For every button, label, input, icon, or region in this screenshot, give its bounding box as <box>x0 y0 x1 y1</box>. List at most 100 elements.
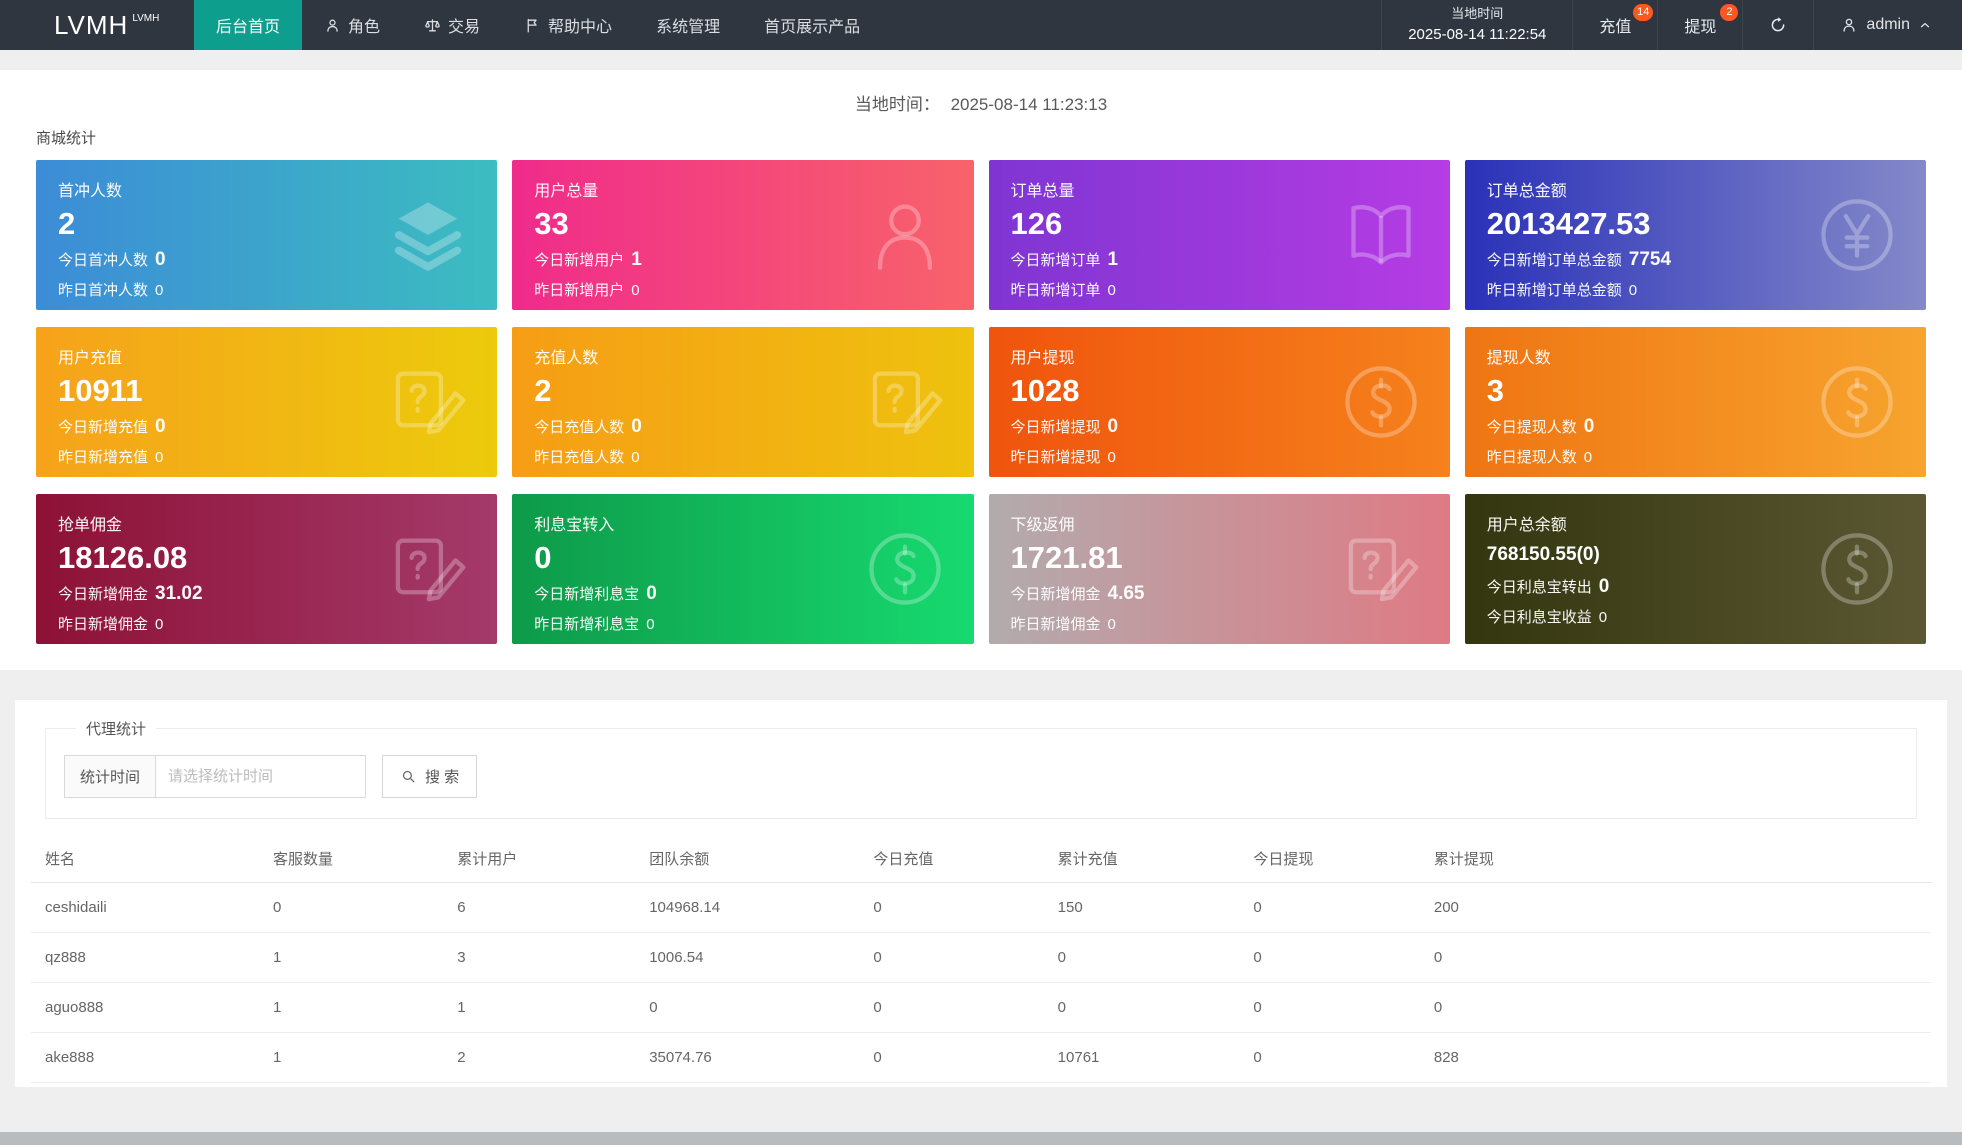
refresh-icon <box>1769 16 1787 34</box>
stat-card-withdraw-users: 提现人数 3 今日提现人数 0 昨日提现人数 0 <box>1464 327 1926 477</box>
contract-edit-icon <box>862 359 948 445</box>
stat-card-order-commission: 抢单佣金 18126.08 今日新增佣金 31.02 昨日新增佣金 0 <box>36 494 498 644</box>
table-cell: ake888 <box>31 1032 259 1083</box>
nav-item-system-admin[interactable]: 系统管理 <box>634 0 742 50</box>
table-cell: 0 <box>1239 1032 1420 1083</box>
card-line-value: 0 <box>1107 415 1119 437</box>
flag-icon <box>524 17 541 34</box>
recharge-nav-item[interactable]: 充值 14 <box>1572 0 1657 50</box>
dollar-circle-icon <box>1814 359 1900 445</box>
search-button[interactable]: 搜 索 <box>382 755 478 798</box>
column-header: 累计提现 <box>1419 835 1931 883</box>
card-line-label: 昨日首冲人数 <box>58 281 149 299</box>
filter-row: 统计时间 搜 索 <box>64 755 1898 798</box>
withdraw-label: 提现 <box>1684 19 1717 36</box>
stat-time-label: 统计时间 <box>64 755 157 798</box>
mall-stats-panel: 当地时间： 2025-08-14 11:23:13 商城统计 首冲人数 2 今日首冲… <box>0 70 1962 670</box>
stat-time-input[interactable] <box>156 755 367 798</box>
card-value: 1721.81 <box>1010 540 1123 575</box>
table-cell: 0 <box>1239 982 1420 1033</box>
stat-card-total-orders: 订单总量 126 今日新增订单 1 昨日新增订单 0 <box>988 160 1450 310</box>
nav-item-trade[interactable]: 交易 <box>402 0 502 50</box>
stat-card-sub-rebate: 下级返佣 1721.81 今日新增佣金 4.65 昨日新增佣金 0 <box>988 494 1450 644</box>
card-line: 今日新增订单 1 <box>1011 249 1428 271</box>
card-title: 利息宝转入 <box>534 517 615 534</box>
card-line-value: 0 <box>631 448 640 466</box>
card-line-label: 今日新增订单 <box>1010 251 1101 269</box>
nav-item-label: 首页展示产品 <box>764 19 861 36</box>
card-line: 昨日新增利息宝 0 <box>534 613 951 634</box>
column-header: 客服数量 <box>259 835 444 883</box>
user-menu[interactable]: admin <box>1813 0 1962 50</box>
card-line-value: 0 <box>1107 448 1116 466</box>
nav-item-dashboard[interactable]: 后台首页 <box>194 0 303 50</box>
navbar-right: 当地时间 2025-08-14 11:22:54 充值 14 提现 2 admi… <box>1381 0 1962 50</box>
stats-cards: 首冲人数 2 今日首冲人数 0 昨日首冲人数 0 用户总量 33 今日新增用户 1 昨日新增用户 0 订… <box>36 160 1926 644</box>
table-cell: 1 <box>259 982 444 1033</box>
table-cell: 10761 <box>1043 1032 1240 1083</box>
nav-item-label: 角色 <box>348 19 381 36</box>
agent-stats-legend: 代理统计 <box>86 721 147 738</box>
column-header: 今日提现 <box>1239 835 1420 883</box>
card-line-value: 31.02 <box>155 582 203 604</box>
nav-item-help-center[interactable]: 帮助中心 <box>502 0 634 50</box>
card-line: 昨日新增订单总金额 0 <box>1487 279 1904 300</box>
table-cell: 0 <box>859 1032 1044 1083</box>
table-cell: 1 <box>259 932 444 983</box>
column-header: 团队余额 <box>635 835 860 883</box>
brand-name: LVMH <box>54 9 129 40</box>
username: admin <box>1866 16 1910 33</box>
brand-logo[interactable]: LVMH LVMH <box>0 0 194 50</box>
contract-edit-icon <box>385 526 471 612</box>
section-title: 商城统计 <box>36 130 97 147</box>
card-line-value: 0 <box>646 615 655 633</box>
card-line-label: 今日新增佣金 <box>1010 585 1101 603</box>
table-cell: 1006.54 <box>635 932 860 983</box>
card-line: 昨日充值人数 0 <box>534 446 951 467</box>
card-value: 1028 <box>1010 373 1080 408</box>
card-title: 用户提现 <box>1010 350 1075 367</box>
card-line: 昨日新增佣金 0 <box>1011 613 1428 634</box>
withdraw-nav-item[interactable]: 提现 2 <box>1657 0 1742 50</box>
table-cell: 0 <box>1239 932 1420 983</box>
card-line: 昨日新增用户 0 <box>534 279 951 300</box>
card-title: 用户充值 <box>58 350 123 367</box>
table-cell: 0 <box>635 982 860 1033</box>
card-line-value: 0 <box>631 281 640 299</box>
table-cell: qz888 <box>31 932 259 983</box>
contract-edit-icon <box>385 359 471 445</box>
stat-card-total-users: 用户总量 33 今日新增用户 1 昨日新增用户 0 <box>512 160 974 310</box>
stat-card-total-order-amount: 订单总金额 2013427.53 今日新增订单总金额 7754 昨日新增订单总金额 0 <box>1464 160 1926 310</box>
table-row[interactable]: qz888 1 3 1006.54 0 0 0 0 <box>31 932 1931 983</box>
card-line-value: 0 <box>155 615 164 633</box>
dollar-circle-icon <box>1338 359 1424 445</box>
card-line-label: 昨日新增提现 <box>1010 448 1101 466</box>
top-navbar: LVMH LVMH 后台首页 角色 交易 帮助中心 系统管理 首页展示产品 当地时间 20… <box>0 0 1962 50</box>
refresh-button[interactable] <box>1742 0 1813 50</box>
stat-card-user-recharge: 用户充值 10911 今日新增充值 0 昨日新增充值 0 <box>36 327 498 477</box>
table-row[interactable]: ake888 1 2 35074.76 0 10761 0 828 <box>31 1032 1931 1083</box>
column-header: 今日充值 <box>859 835 1044 883</box>
search-icon <box>400 768 417 785</box>
card-line-value: 0 <box>1628 281 1638 299</box>
card-title: 订单总量 <box>1010 183 1075 200</box>
card-line-value: 0 <box>155 248 166 270</box>
nav-item-home-products[interactable]: 首页展示产品 <box>742 0 882 50</box>
card-line: 昨日首冲人数 0 <box>58 279 475 300</box>
card-line-value: 0 <box>155 448 164 466</box>
card-line-value: 0 <box>1583 448 1593 466</box>
table-row[interactable]: aguo888 1 1 0 0 0 0 0 <box>31 982 1931 1033</box>
layers-icon <box>385 192 471 278</box>
table-row[interactable]: ceshidaili 0 6 104968.14 0 150 0 200 <box>31 882 1931 933</box>
card-line-value: 0 <box>646 582 657 604</box>
table-cell: 0 <box>259 882 444 933</box>
table-cell: 0 <box>1419 982 1931 1033</box>
local-time-label: 当地时间 <box>1451 6 1504 21</box>
card-line-label: 昨日新增利息宝 <box>534 615 640 633</box>
card-line-label: 今日新增提现 <box>1010 418 1101 436</box>
nav-item-label: 交易 <box>448 19 481 36</box>
yen-circle-icon <box>1814 192 1900 278</box>
card-line-value: 0 <box>1598 608 1608 626</box>
nav-item-roles[interactable]: 角色 <box>302 0 402 50</box>
